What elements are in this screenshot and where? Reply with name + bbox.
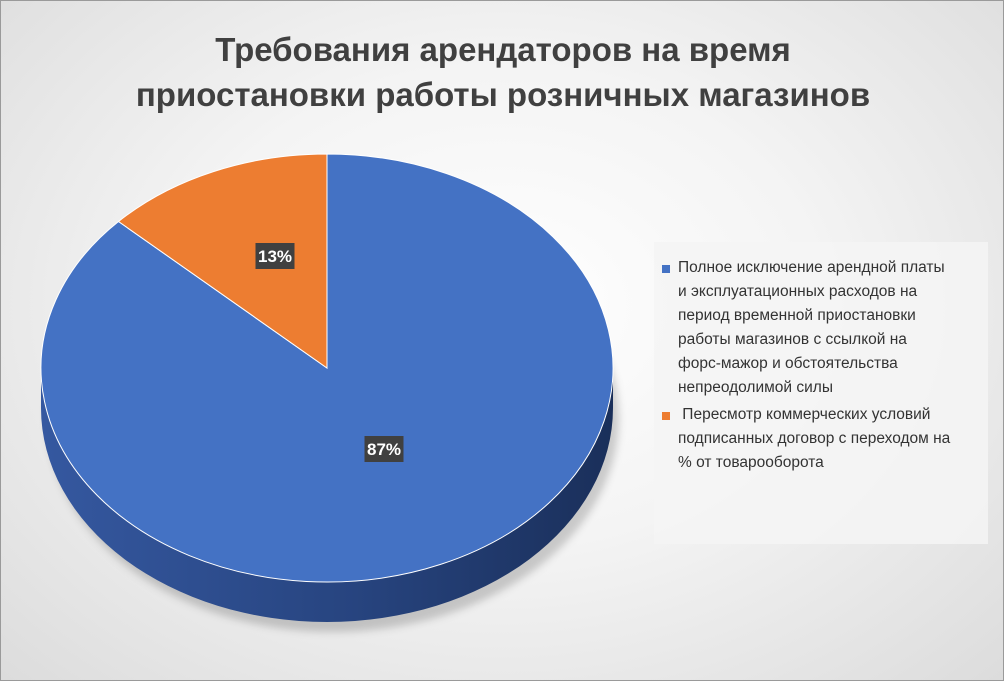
legend-item-revision: Пересмотр коммерческих условий подписанн… [662,403,984,475]
pie-slice-revision [117,153,328,369]
data-label-exclusion: 87% [367,440,401,459]
legend: Полное исключение арендной платы и экспл… [654,242,988,544]
chart-title-line-2: приостановки работы розничных магазинов [135,76,871,113]
legend-label-exclusion: Полное исключение арендной платы и экспл… [678,259,945,396]
data-label-bg-exclusion [364,436,404,462]
chart-title: Требования арендаторов на время приостан… [1,27,1003,117]
chart-title-line-1: Требования арендаторов на время [215,31,791,68]
data-label-revision: 13% [258,247,292,266]
legend-swatch-blue [662,265,670,273]
pie-side-wall [41,368,613,622]
legend-item-exclusion: Полное исключение арендной платы и экспл… [662,256,984,400]
legend-label-revision: Пересмотр коммерческих условий подписанн… [678,406,951,471]
legend-swatch-orange [662,412,670,420]
data-label-bg-revision [255,243,295,269]
